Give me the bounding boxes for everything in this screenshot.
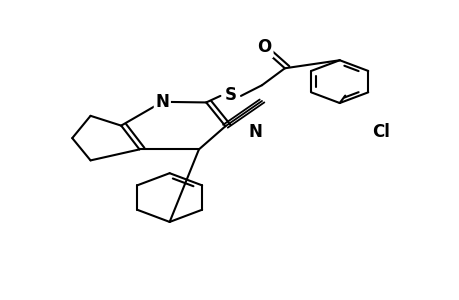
Text: N: N <box>155 93 169 111</box>
Text: N: N <box>248 123 262 141</box>
Text: Cl: Cl <box>371 123 389 141</box>
Text: O: O <box>257 38 271 56</box>
Text: S: S <box>224 86 236 104</box>
